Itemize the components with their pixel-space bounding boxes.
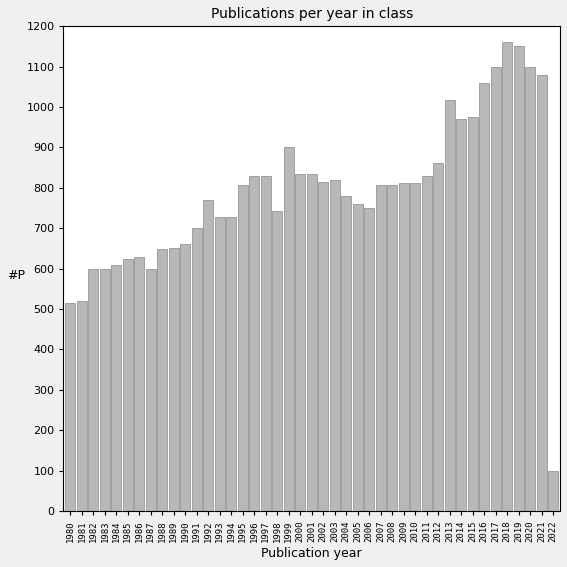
Bar xyxy=(180,244,190,511)
Bar xyxy=(353,204,363,511)
Bar xyxy=(456,119,466,511)
Bar xyxy=(261,176,270,511)
Bar xyxy=(134,256,144,511)
Bar xyxy=(272,211,282,511)
Bar xyxy=(548,471,558,511)
Bar xyxy=(422,176,431,511)
Bar xyxy=(479,83,489,511)
Bar xyxy=(112,265,121,511)
Bar xyxy=(387,185,397,511)
Bar xyxy=(284,147,294,511)
Bar xyxy=(468,117,477,511)
Bar xyxy=(100,269,110,511)
Bar xyxy=(123,259,133,511)
Bar xyxy=(376,185,386,511)
Bar xyxy=(330,180,340,511)
Bar xyxy=(215,217,225,511)
Bar xyxy=(445,100,455,511)
Bar xyxy=(158,249,167,511)
Bar xyxy=(525,67,535,511)
Bar xyxy=(399,183,409,511)
Y-axis label: #P: #P xyxy=(7,269,25,282)
Bar xyxy=(88,269,98,511)
Bar xyxy=(433,163,443,511)
Bar xyxy=(365,208,374,511)
Bar xyxy=(249,176,259,511)
Bar xyxy=(307,174,316,511)
Bar xyxy=(411,183,420,511)
Bar xyxy=(226,217,236,511)
Bar xyxy=(192,229,202,511)
Title: Publications per year in class: Publications per year in class xyxy=(211,7,413,21)
Bar xyxy=(66,303,75,511)
Bar xyxy=(77,301,87,511)
Bar xyxy=(537,75,547,511)
Bar xyxy=(514,46,523,511)
Bar xyxy=(238,185,248,511)
Bar xyxy=(319,182,328,511)
Bar xyxy=(491,67,501,511)
Bar xyxy=(502,43,512,511)
Bar xyxy=(341,196,351,511)
Bar xyxy=(204,200,213,511)
X-axis label: Publication year: Publication year xyxy=(261,547,362,560)
Bar xyxy=(146,269,156,511)
Bar xyxy=(295,174,305,511)
Bar xyxy=(169,248,179,511)
